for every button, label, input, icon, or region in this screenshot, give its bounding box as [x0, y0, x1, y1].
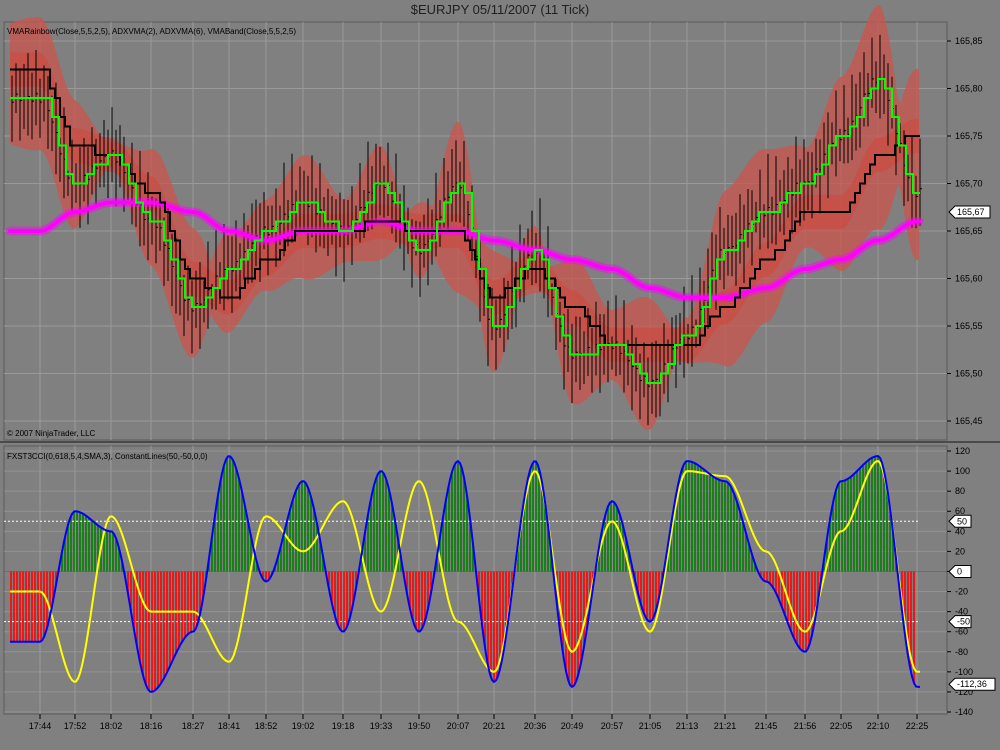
time-tick-label: 21:05: [639, 721, 662, 731]
time-tick-label: 20:57: [601, 721, 624, 731]
time-tick-label: 19:18: [332, 721, 355, 731]
time-tick-label: 17:52: [64, 721, 87, 731]
osc-marker: [948, 564, 972, 578]
time-tick-label: 19:50: [408, 721, 431, 731]
price-tick-label: 165,45: [955, 416, 983, 426]
osc-tick-label: 120: [955, 446, 970, 456]
osc-marker-label: 0: [957, 566, 962, 576]
cci-histogram: [4, 456, 947, 692]
adxvma6-line: [10, 68, 920, 346]
time-tick-label: 19:02: [292, 721, 315, 731]
grid: [4, 22, 947, 714]
price-tick-label: 165,85: [955, 36, 983, 46]
price-tick-label: 165,50: [955, 369, 983, 379]
price-tick-label: 165,55: [955, 321, 983, 331]
price-tick-label: 165,65: [955, 226, 983, 236]
osc-marker-label: 50: [957, 516, 967, 526]
copyright-label: © 2007 NinjaTrader, LLC: [7, 429, 96, 438]
cci-signal-line: [10, 460, 920, 683]
osc-marker: [948, 677, 996, 691]
time-tick-label: 18:16: [140, 721, 163, 731]
osc-tick-label: -40: [955, 607, 968, 617]
oscillator-indicator-label: FXST3CCI(0,618,5,4,SMA,3), ConstantLines…: [7, 452, 208, 461]
time-tick-label: 21:56: [794, 721, 817, 731]
price-tick-label: 165,80: [955, 84, 983, 94]
window-title: $EURJPY 05/11/2007 (11 Tick): [410, 2, 590, 17]
price-tick-label: 165,70: [955, 179, 983, 189]
cci-line: [10, 454, 920, 693]
osc-marker: [948, 514, 972, 528]
time-tick-label: 19:33: [370, 721, 393, 731]
time-tick-label: 20:49: [561, 721, 584, 731]
osc-marker-label: -112,36: [957, 679, 987, 689]
osc-tick-label: 80: [955, 486, 965, 496]
osc-tick-label: -120: [955, 687, 973, 697]
time-tick-label: 18:52: [255, 721, 278, 731]
price-lines: [5, 68, 924, 384]
price-tick-label: 165,75: [955, 131, 983, 141]
osc-tick-label: -140: [955, 707, 973, 717]
time-tick-label: 22:25: [906, 721, 929, 731]
time-tick-label: 17:44: [29, 721, 52, 731]
osc-marker-label: -50: [957, 617, 970, 627]
osc-tick-label: -20: [955, 587, 968, 597]
time-tick-label: 22:05: [830, 721, 853, 731]
osc-tick-label: -60: [955, 627, 968, 637]
price-tick-label: 165,60: [955, 274, 983, 284]
cci-lines: [10, 454, 920, 693]
time-tick-label: 21:45: [755, 721, 778, 731]
osc-tick-label: 100: [955, 466, 970, 476]
time-tick-label: 22:10: [867, 721, 890, 731]
osc-tick-label: -80: [955, 647, 968, 657]
vma-band-core: [10, 52, 919, 363]
time-tick-label: 18:02: [100, 721, 123, 731]
osc-tick-label: -100: [955, 667, 973, 677]
last-price-marker: [948, 205, 991, 219]
last-price-label: 165,67: [957, 207, 985, 217]
osc-tick-label: 20: [955, 546, 965, 556]
time-tick-label: 21:21: [714, 721, 737, 731]
axes: 165,85 165,80 165,75 165,70 165,65 165,60 165,…: [29, 36, 996, 731]
time-tick-label: 18:41: [218, 721, 241, 731]
time-tick-label: 20:07: [447, 721, 470, 731]
price-indicator-label: VMARainbow(Close,5,5,2,5), ADXVMA(2), AD…: [7, 27, 296, 36]
adxvma2-line: [10, 78, 920, 384]
time-tick-label: 20:36: [524, 721, 547, 731]
osc-tick-label: 40: [955, 526, 965, 536]
osc-marker: [948, 615, 972, 629]
time-tick-label: 20:21: [483, 721, 506, 731]
time-tick-label: 18:27: [182, 721, 205, 731]
osc-tick-label: 60: [955, 506, 965, 516]
time-tick-label: 21:13: [676, 721, 699, 731]
